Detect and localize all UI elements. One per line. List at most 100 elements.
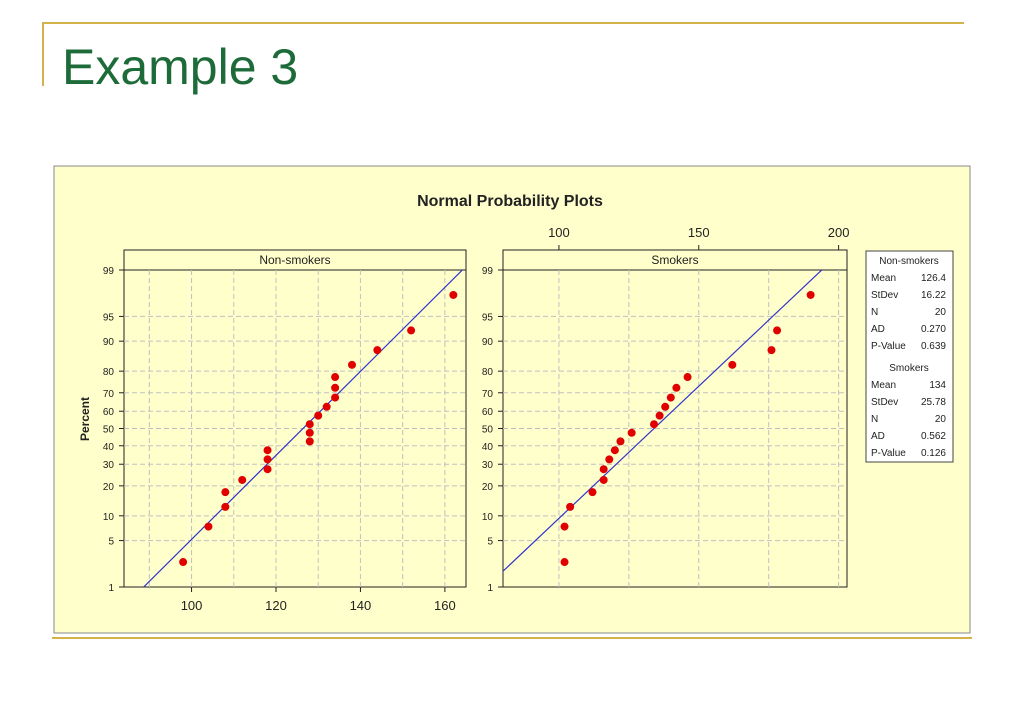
stats-label: Mean xyxy=(871,380,896,391)
data-point xyxy=(322,402,331,411)
data-point xyxy=(661,402,670,411)
data-point xyxy=(373,346,382,355)
panel-1: Smokers 1 5 10 20 30 40 50 60 70 80 90 95 99 100 150 200 xyxy=(482,225,850,594)
y-tick-label: 5 xyxy=(108,537,114,548)
chart-title: Normal Probability Plots xyxy=(417,193,603,210)
y-tick-label: 50 xyxy=(103,425,115,436)
panel-0: Non-smokers 1 5 10 20 30 40 50 60 70 80 90 95 99 100 12… xyxy=(103,249,467,613)
data-point xyxy=(616,437,625,446)
data-point xyxy=(314,411,323,420)
stats-label: N xyxy=(871,307,878,318)
data-point xyxy=(566,502,575,511)
y-tick-label: 40 xyxy=(482,442,494,453)
data-point xyxy=(773,326,782,335)
y-tick-label: 70 xyxy=(482,389,494,400)
data-point xyxy=(560,558,569,567)
data-point xyxy=(179,558,188,567)
y-tick-label: 60 xyxy=(482,407,494,418)
data-point xyxy=(605,455,614,464)
chart-background xyxy=(53,165,971,634)
y-tick-label: 70 xyxy=(103,389,115,400)
x-tick-label: 140 xyxy=(350,598,372,613)
y-tick-label: 40 xyxy=(103,442,115,453)
stats-group-name: Non-smokers xyxy=(879,256,938,267)
stats-label: Mean xyxy=(871,273,896,284)
y-tick-label: 50 xyxy=(482,425,494,436)
stats-label: P-Value xyxy=(871,341,906,352)
y-tick-label: 5 xyxy=(487,537,493,548)
stats-label: AD xyxy=(871,431,885,442)
y-tick-label: 99 xyxy=(103,266,115,277)
data-point xyxy=(305,428,314,437)
stats-value: 16.22 xyxy=(921,290,946,301)
y-axis-label: Percent xyxy=(78,397,92,441)
stats-value: 25.78 xyxy=(921,397,946,408)
data-point xyxy=(221,502,230,511)
stats-label: P-Value xyxy=(871,448,906,459)
y-tick-label: 20 xyxy=(103,482,115,493)
data-point xyxy=(650,420,659,429)
stats-label: AD xyxy=(871,324,885,335)
stats-label: N xyxy=(871,414,878,425)
stats-value: 134 xyxy=(929,380,946,391)
stats-label: StDev xyxy=(871,397,898,408)
data-point xyxy=(627,428,636,437)
x-tick-label: 100 xyxy=(181,598,203,613)
data-point xyxy=(263,455,272,464)
y-tick-label: 20 xyxy=(482,482,494,493)
data-point xyxy=(610,446,619,455)
stats-legend: Non-smokers Mean 126.4 StDev 16.22 N 20 AD 0.270… xyxy=(865,250,954,463)
x-tick-label: 200 xyxy=(828,225,850,240)
y-tick-label: 1 xyxy=(108,583,114,594)
data-point xyxy=(305,420,314,429)
y-tick-label: 90 xyxy=(103,337,115,348)
data-point xyxy=(683,373,692,382)
data-point xyxy=(238,475,247,484)
data-point xyxy=(305,437,314,446)
data-point xyxy=(407,326,416,335)
panel-frame xyxy=(123,249,467,588)
data-point xyxy=(449,290,458,299)
y-tick-label: 30 xyxy=(103,460,115,471)
data-point xyxy=(331,373,340,382)
fit-line xyxy=(503,270,823,573)
data-point xyxy=(806,290,815,299)
y-tick-label: 60 xyxy=(103,407,115,418)
stats-value: 0.562 xyxy=(921,431,946,442)
y-tick-label: 95 xyxy=(482,312,494,323)
bottom-rule xyxy=(52,637,972,639)
x-tick-label: 160 xyxy=(434,598,456,613)
data-point xyxy=(767,346,776,355)
y-tick-label: 99 xyxy=(482,266,494,277)
data-point xyxy=(204,522,213,531)
data-point xyxy=(348,360,356,369)
data-point xyxy=(331,383,340,392)
y-tick-label: 1 xyxy=(487,583,493,594)
y-tick-label: 95 xyxy=(103,312,115,323)
data-point xyxy=(599,465,608,474)
data-point xyxy=(666,393,675,402)
top-rule xyxy=(44,22,964,24)
y-tick-label: 10 xyxy=(103,512,115,523)
stats-value: 0.639 xyxy=(921,341,946,352)
stats-value: 0.270 xyxy=(921,324,946,335)
data-point xyxy=(263,465,272,474)
y-tick-label: 80 xyxy=(103,367,115,378)
x-tick-label: 150 xyxy=(688,225,710,240)
data-point xyxy=(599,475,608,484)
stats-group-name: Smokers xyxy=(889,363,928,374)
x-tick-label: 100 xyxy=(548,225,570,240)
data-point xyxy=(672,383,681,392)
y-tick-label: 90 xyxy=(482,337,494,348)
stats-value: 126.4 xyxy=(921,273,946,284)
stats-legend-box xyxy=(865,250,954,463)
stats-value: 20 xyxy=(935,414,947,425)
panel-title: Smokers xyxy=(651,253,698,267)
y-tick-label: 10 xyxy=(482,512,494,523)
left-rule xyxy=(42,22,44,86)
y-tick-label: 30 xyxy=(482,460,494,471)
panel-title: Non-smokers xyxy=(259,253,330,267)
stats-value: 0.126 xyxy=(921,448,946,459)
data-point xyxy=(560,522,569,531)
